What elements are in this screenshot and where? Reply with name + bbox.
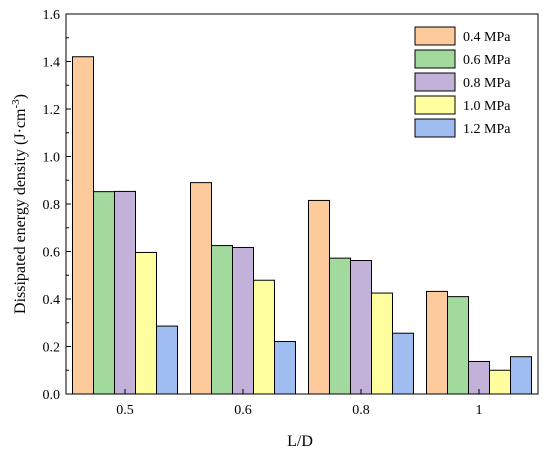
legend: 0.4 MPa 0.6 MPa 0.8 MPa 1.0 MPa 1.2 MPa xyxy=(414,26,511,138)
x-tick-label: 0.6 xyxy=(234,403,252,418)
y-axis-label-main: Dissipated energy density (J·cm xyxy=(12,108,29,314)
bar-1_2-MPa-0_5 xyxy=(156,325,178,395)
y-tick-label: 0.8 xyxy=(43,198,61,213)
legend-swatch xyxy=(414,95,456,115)
y-axis-label-close: ) xyxy=(12,94,29,99)
x-tick-label: 1 xyxy=(476,403,483,418)
legend-swatch xyxy=(414,118,456,138)
legend-swatch xyxy=(414,72,456,92)
bar-0_6-MPa-1 xyxy=(447,296,469,395)
y-axis: 0.0 0.2 0.4 0.6 0.8 1.0 1.2 1.4 1.6 xyxy=(43,8,71,403)
bar-1_0-MPa-0_5 xyxy=(135,251,157,395)
bar-1_0-MPa-1 xyxy=(489,369,511,395)
bars-layer xyxy=(72,56,532,395)
bar-1_0-MPa-0_8 xyxy=(371,292,393,395)
y-axis-label-superscript: -3 xyxy=(10,99,22,109)
x-tick-label: 0.5 xyxy=(116,403,134,418)
legend-label: 0.6 MPa xyxy=(463,53,511,68)
bar-0_6-MPa-0_5 xyxy=(93,191,115,395)
bar-1_2-MPa-0_8 xyxy=(392,332,414,395)
x-axis-label: L/D xyxy=(287,433,313,450)
bar-0_8-MPa-0_5 xyxy=(114,190,136,395)
y-tick-label: 0.6 xyxy=(43,246,61,261)
bar-0_4-MPa-0_8 xyxy=(308,199,330,395)
legend-label: 1.0 MPa xyxy=(463,99,511,114)
y-tick-label: 1.2 xyxy=(43,103,61,118)
legend-label: 0.4 MPa xyxy=(463,30,511,45)
bar-0_4-MPa-0_5 xyxy=(72,56,94,395)
y-tick-label: 1.0 xyxy=(43,151,61,166)
bar-1_2-MPa-0_6 xyxy=(274,341,296,395)
bar-1_0-MPa-0_6 xyxy=(253,279,275,395)
y-tick-label: 1.4 xyxy=(43,56,61,71)
legend-label: 0.8 MPa xyxy=(463,76,511,91)
y-axis-label: Dissipated energy density (J·cm-3) xyxy=(10,94,29,314)
bar-0_6-MPa-0_6 xyxy=(211,245,233,395)
bar-0_8-MPa-0_8 xyxy=(350,260,372,395)
y-tick-label: 0.2 xyxy=(43,341,61,356)
legend-swatch xyxy=(414,49,456,69)
y-tick-label: 0.0 xyxy=(43,388,61,403)
x-axis: 0.5 0.6 0.8 1 xyxy=(116,389,483,418)
y-tick-label: 0.4 xyxy=(43,293,61,308)
bar-0_4-MPa-0_6 xyxy=(190,182,212,395)
bar-0_8-MPa-0_6 xyxy=(232,246,254,395)
x-tick-label: 0.8 xyxy=(352,403,370,418)
legend-label: 1.2 MPa xyxy=(463,122,511,137)
legend-swatch xyxy=(414,26,456,46)
y-tick-label: 1.6 xyxy=(43,8,61,23)
bar-0_4-MPa-1 xyxy=(426,290,448,395)
bar-0_6-MPa-0_8 xyxy=(329,257,351,395)
bar-1_2-MPa-1 xyxy=(510,356,532,395)
